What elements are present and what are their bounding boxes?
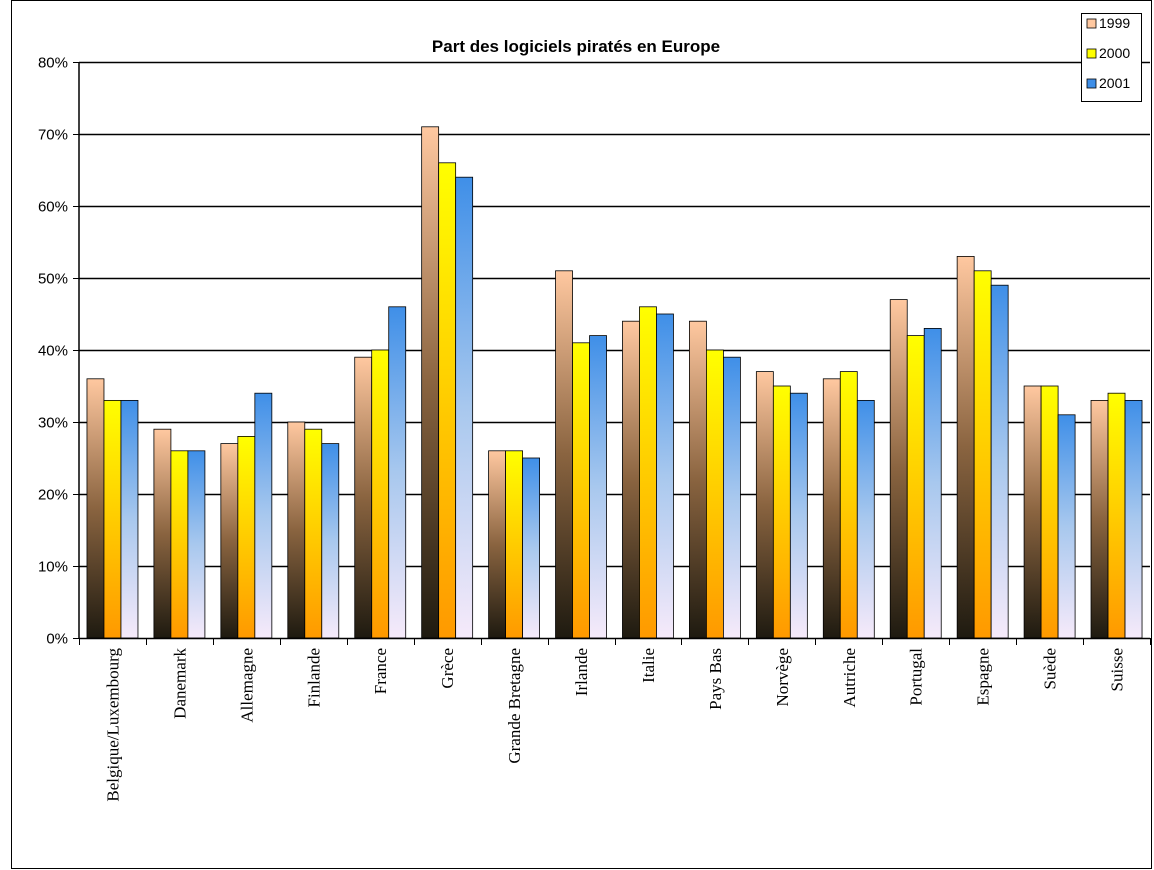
x-tick-label: Suisse [1108,648,1127,691]
bar-2001-0 [120,399,139,639]
x-tick-label: Grèce [438,648,457,689]
bar-2000-9 [706,349,724,639]
bar-2001-10 [789,392,808,639]
bar-1999-11 [822,378,841,639]
bar-2000-14 [1040,385,1059,639]
x-tick-label: Danemark [170,648,189,719]
bar-2001-9 [723,356,741,639]
y-tick-label: 60% [38,199,68,216]
y-tick-label: 10% [38,559,68,576]
bar-2001-1 [187,450,206,639]
x-tick-label: Suède [1041,648,1060,690]
y-tick-label: 0% [46,631,68,648]
bar-1999-6 [488,450,506,639]
bar-2001-13 [990,284,1009,639]
bar-2001-11 [856,399,875,639]
x-tick-label: Autriche [840,648,859,707]
y-tick-label: 80% [38,55,68,72]
bar-1999-3 [287,421,306,639]
y-axis-ticks: 0% 10% 20% 30% 40% 50% 60% 70% 80% [38,55,79,648]
bar-1999-7 [555,270,573,639]
bar-2001-12 [923,327,942,639]
bar-2000-13 [973,270,992,639]
chart-title: Part des logiciels piratés en Europe [432,37,720,56]
bar-2000-1 [170,450,189,639]
x-tick-label: Belgique/Luxembourg [103,648,122,802]
bar-1999-15 [1090,399,1109,639]
y-tick-label: 30% [38,415,68,432]
x-tick-label: Pays Bas [706,648,725,710]
bar-2000-7 [572,342,590,639]
bar-2000-8 [639,306,657,639]
legend-label-2001: 2001 [1099,75,1130,91]
bar-1999-2 [220,443,239,639]
bar-1999-10 [755,371,774,639]
bar-1999-13 [956,255,975,639]
bar-2000-11 [839,371,858,639]
bar-1999-0 [86,378,105,639]
y-tick-label: 70% [38,127,68,144]
x-tick-label: Finlande [304,648,323,708]
bar-1999-12 [889,299,908,639]
bar-2000-12 [906,335,925,639]
bar-2000-5 [438,162,457,639]
bar-2001-7 [589,335,607,639]
legend-label-1999: 1999 [1099,15,1130,31]
x-axis-labels: Belgique/Luxembourg Danemark Allemagne Finl… [103,648,1126,802]
bar-2001-3 [321,443,340,639]
bar-1999-5 [421,126,440,639]
legend-label-2000: 2000 [1099,45,1130,61]
bar-2000-4 [371,349,390,639]
bar-1999-9 [689,320,707,639]
bar-1999-4 [354,356,373,639]
bar-2000-0 [103,399,122,639]
bar-2000-15 [1107,392,1126,639]
bar-2000-6 [505,450,523,639]
bar-1999-8 [622,320,640,639]
bar-1999-1 [153,428,172,639]
bar-2001-14 [1057,414,1076,639]
bar-2001-6 [522,457,540,639]
bars [86,126,1143,639]
legend: 1999 2000 2001 [1081,13,1142,102]
x-tick-label: Italie [639,648,658,683]
bar-2000-10 [772,385,791,639]
bar-1999-14 [1023,385,1042,639]
y-tick-label: 40% [38,343,68,360]
bar-2001-8 [656,313,674,639]
x-tick-label: Norvège [773,648,792,707]
x-tick-label: France [371,648,390,694]
x-tick-label: Espagne [974,648,993,706]
bar-2000-3 [304,428,323,639]
bar-2001-4 [388,306,407,639]
bar-2000-2 [237,435,256,639]
x-tick-label: Grande Bretagne [505,648,524,764]
bar-2001-5 [455,176,474,639]
bar-2001-15 [1124,399,1143,639]
legend-swatch-2001 [1086,78,1097,89]
legend-swatch-1999 [1086,18,1097,29]
x-tick-label: Portugal [907,648,926,706]
y-tick-label: 20% [38,487,68,504]
legend-swatch-2000 [1086,48,1097,59]
axes [78,62,1151,645]
x-tick-label: Irlande [572,648,591,696]
bar-2001-2 [254,392,273,639]
y-tick-label: 50% [38,271,68,288]
x-tick-label: Allemagne [237,648,256,723]
